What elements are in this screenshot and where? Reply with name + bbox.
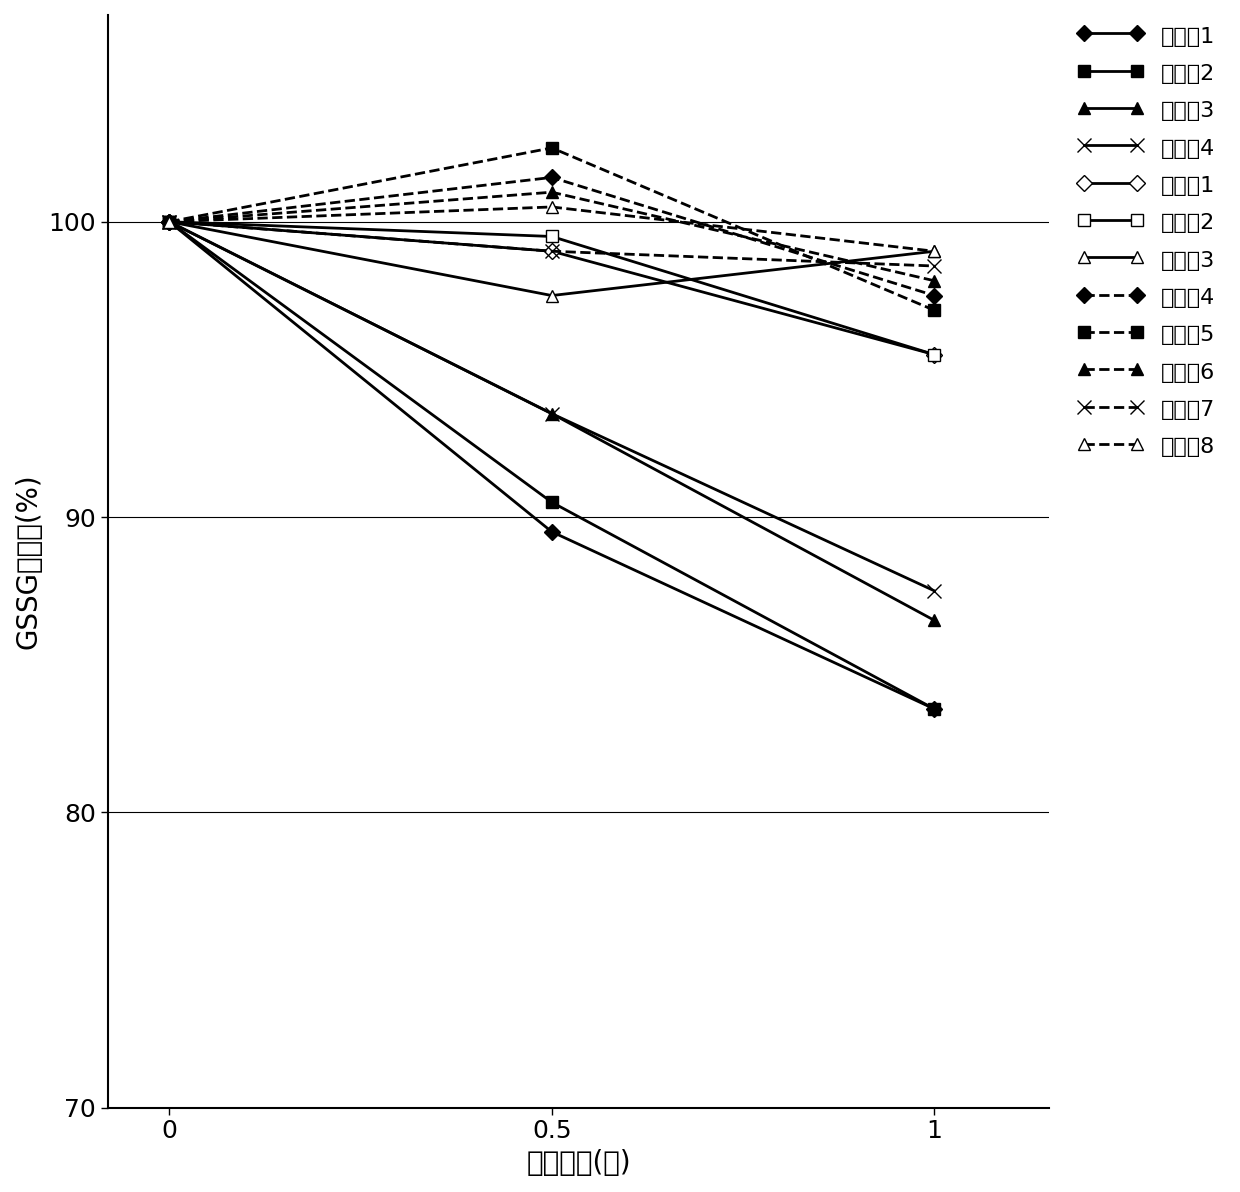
实施例3 bbox=[928, 244, 942, 259]
实施例1 bbox=[928, 347, 942, 361]
实施例7 bbox=[928, 259, 942, 273]
实施例8 bbox=[161, 215, 176, 229]
实施例3 bbox=[161, 215, 176, 229]
实施例8 bbox=[928, 244, 942, 259]
实施例7 bbox=[161, 215, 176, 229]
Line: 实施例5: 实施例5 bbox=[164, 142, 940, 316]
实施例8 bbox=[544, 200, 559, 215]
Line: 实施例2: 实施例2 bbox=[164, 216, 940, 360]
实施例1 bbox=[544, 244, 559, 259]
实施例6 bbox=[161, 215, 176, 229]
Line: 比较例1: 比较例1 bbox=[164, 216, 940, 714]
X-axis label: 保存期间(月): 保存期间(月) bbox=[526, 1149, 631, 1177]
Line: 比较例4: 比较例4 bbox=[162, 215, 941, 598]
比较例1 bbox=[161, 215, 176, 229]
实施例4 bbox=[161, 215, 176, 229]
Line: 实施例6: 实施例6 bbox=[162, 186, 941, 287]
实施例5 bbox=[928, 303, 942, 317]
实施例4 bbox=[928, 288, 942, 303]
实施例4 bbox=[544, 170, 559, 185]
实施例3 bbox=[544, 288, 559, 303]
Line: 实施例3: 实施例3 bbox=[162, 216, 941, 302]
比较例1 bbox=[544, 524, 559, 539]
Y-axis label: GSSG残留率(%): GSSG残留率(%) bbox=[15, 473, 43, 650]
实施例6 bbox=[544, 185, 559, 199]
Line: 比较例3: 比较例3 bbox=[162, 216, 941, 627]
比较例2 bbox=[928, 702, 942, 716]
Line: 实施例1: 实施例1 bbox=[164, 216, 940, 360]
比较例4 bbox=[928, 584, 942, 598]
比较例2 bbox=[544, 495, 559, 509]
实施例2 bbox=[161, 215, 176, 229]
比较例2 bbox=[161, 215, 176, 229]
比较例3 bbox=[161, 215, 176, 229]
Line: 实施例8: 实施例8 bbox=[162, 200, 941, 257]
实施例2 bbox=[544, 229, 559, 243]
实施例5 bbox=[161, 215, 176, 229]
比较例3 bbox=[544, 406, 559, 421]
实施例5 bbox=[544, 141, 559, 155]
比较例4 bbox=[161, 215, 176, 229]
实施例2 bbox=[928, 347, 942, 361]
Line: 实施例4: 实施例4 bbox=[164, 172, 940, 302]
Line: 比较例2: 比较例2 bbox=[164, 216, 940, 714]
Legend: 比较例1, 比较例2, 比较例3, 比较例4, 实施例1, 实施例2, 实施例3, 实施例4, 实施例5, 实施例6, 实施例7, 实施例8: 比较例1, 比较例2, 比较例3, 比较例4, 实施例1, 实施例2, 实施例3… bbox=[1068, 15, 1225, 466]
比较例1 bbox=[928, 702, 942, 716]
实施例6 bbox=[928, 274, 942, 288]
Line: 实施例7: 实施例7 bbox=[162, 215, 941, 273]
比较例4 bbox=[544, 406, 559, 421]
实施例1 bbox=[161, 215, 176, 229]
比较例3 bbox=[928, 613, 942, 627]
实施例7 bbox=[544, 244, 559, 259]
